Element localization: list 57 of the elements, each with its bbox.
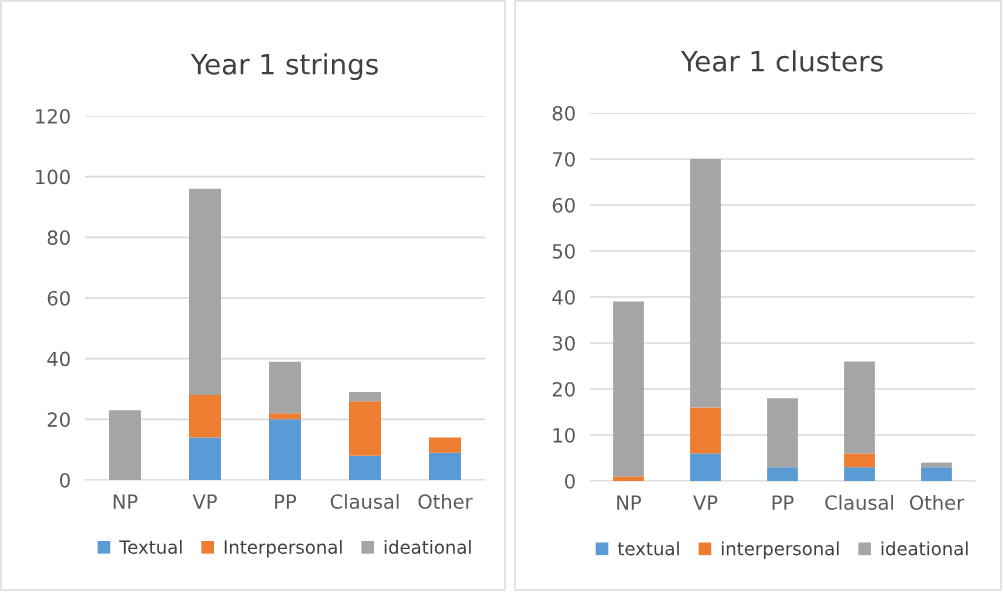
y-tick-label: 0 [60, 472, 70, 488]
y-tick-label: 10 [553, 427, 575, 443]
x-tick-label: VP [693, 495, 718, 510]
bar [349, 392, 381, 402]
bar [767, 467, 798, 481]
x-tick-label: PP [772, 495, 794, 510]
bar [349, 401, 381, 456]
bar [690, 407, 721, 454]
y-tick-label: 70 [552, 151, 575, 167]
y-tick-label: 60 [552, 197, 575, 213]
legend-label: interpersonal [721, 541, 839, 559]
y-tick-label: 120 [36, 108, 70, 124]
bar [269, 419, 301, 480]
bar [921, 467, 952, 481]
chart-title: Year 1 strings [190, 53, 378, 81]
bar [613, 476, 644, 481]
y-tick-label: 40 [552, 289, 575, 305]
y-tick-label: 80 [47, 230, 70, 245]
x-tick-label: NP [113, 494, 138, 509]
bar [690, 159, 721, 408]
chart-title: Year 1 clusters [680, 50, 883, 72]
bar [844, 453, 875, 468]
bar [109, 410, 141, 480]
legend-label: ideational [384, 539, 471, 554]
y-tick-label: 40 [47, 351, 70, 367]
legend-label: textual [617, 541, 679, 556]
bar [189, 437, 221, 480]
legend-label: Interpersonal [224, 539, 342, 558]
y-tick-label: 0 [565, 473, 575, 489]
y-tick-label: 30 [552, 335, 575, 351]
x-tick-label: Clausal [330, 493, 399, 509]
y-tick-label: 50 [552, 243, 575, 259]
bar [844, 361, 875, 454]
bar [269, 413, 301, 420]
x-tick-label: VP [192, 494, 217, 509]
y-tick-label: 20 [47, 412, 70, 427]
bar [767, 398, 798, 468]
x-tick-label: NP [617, 495, 641, 510]
bar [690, 453, 721, 481]
x-tick-label: Clausal [825, 494, 894, 510]
bar [349, 455, 381, 480]
legend-label: ideational [881, 541, 968, 556]
bar [269, 361, 301, 414]
legend-label: Textual [119, 539, 182, 554]
bar [189, 188, 221, 396]
x-tick-label: Other [418, 493, 473, 509]
y-tick-label: 80 [552, 105, 575, 121]
bar [613, 301, 644, 477]
y-tick-label: 20 [552, 381, 575, 397]
bar [429, 437, 461, 453]
x-tick-label: PP [275, 494, 297, 509]
bar [189, 395, 221, 438]
y-tick-label: 100 [36, 169, 70, 185]
x-tick-label: Other [909, 494, 965, 510]
bar [429, 452, 461, 480]
y-tick-label: 60 [47, 290, 70, 306]
bar [844, 467, 875, 481]
